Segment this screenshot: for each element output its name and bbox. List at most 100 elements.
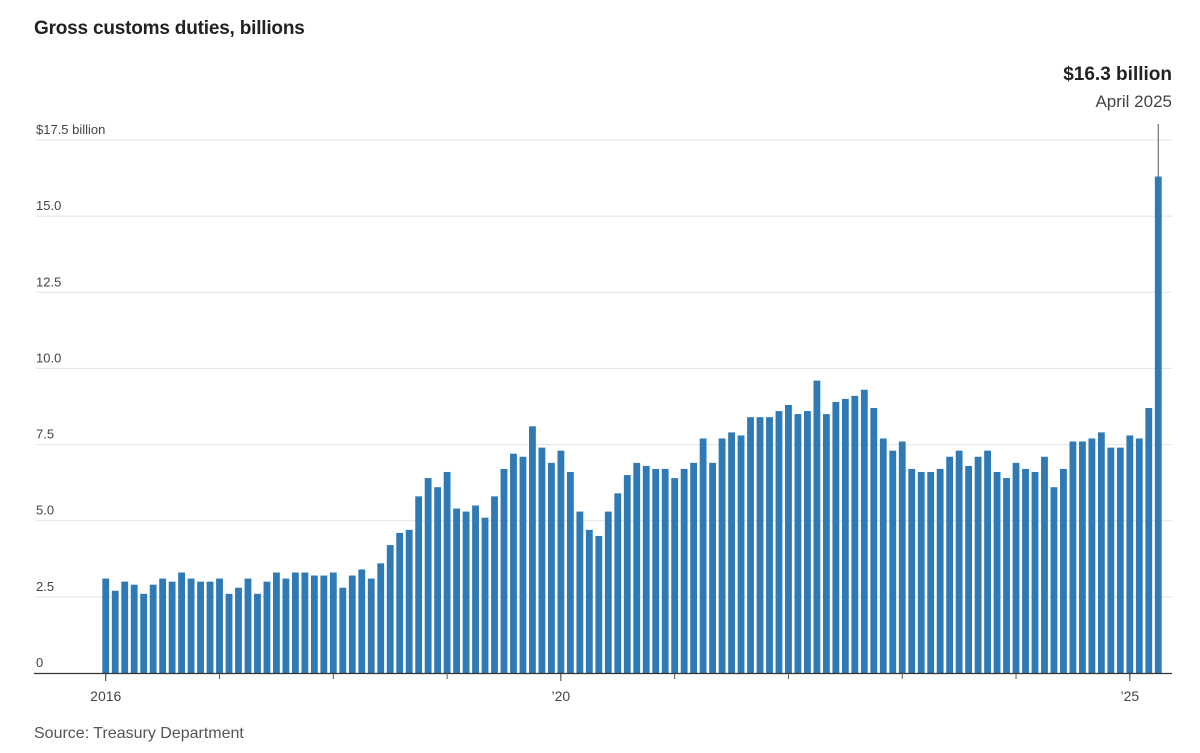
bar <box>197 581 204 673</box>
bar <box>301 572 309 673</box>
bar <box>386 545 394 673</box>
bar <box>728 432 735 673</box>
bar <box>453 508 460 673</box>
bar <box>993 471 1001 673</box>
bar <box>804 411 811 673</box>
y-tick-label: 12.5 <box>36 274 61 289</box>
bar <box>984 450 991 673</box>
x-axis: 2016 ’20 ’25 <box>34 672 1172 704</box>
bar <box>566 471 574 673</box>
x-tick-label: ’25 <box>1120 688 1139 704</box>
bar <box>291 572 299 673</box>
bar <box>1107 447 1115 673</box>
bar <box>766 417 773 673</box>
bar <box>747 417 754 673</box>
bar <box>699 438 707 673</box>
bar <box>1022 468 1029 673</box>
bar <box>225 593 233 673</box>
bar <box>851 395 859 673</box>
bar <box>149 584 157 673</box>
bar <box>348 575 356 673</box>
bar <box>879 438 887 673</box>
bar <box>604 511 612 673</box>
chart-title: Gross customs duties, billions <box>34 18 305 39</box>
annotation-value: $16.3 billion <box>1063 64 1172 85</box>
bar <box>168 581 176 673</box>
bar <box>680 468 688 673</box>
bar <box>661 468 669 673</box>
bar <box>367 578 375 673</box>
y-tick-label: 15.0 <box>36 198 61 213</box>
bar <box>235 587 242 673</box>
bar <box>671 478 679 673</box>
bar <box>216 578 223 673</box>
bar <box>1012 462 1020 673</box>
bar <box>936 468 944 673</box>
bar <box>396 532 404 673</box>
bar <box>775 411 783 673</box>
annotation: $16.3 billion April 2025 <box>1063 64 1172 177</box>
bar <box>955 450 963 673</box>
gridlines <box>36 139 1172 598</box>
bar <box>595 535 603 673</box>
bar <box>642 465 650 673</box>
y-tick-label: 0 <box>36 655 43 670</box>
bar <box>1097 432 1105 673</box>
bar <box>121 581 129 673</box>
bar <box>102 578 110 673</box>
bar <box>908 468 916 673</box>
bar <box>1088 438 1096 673</box>
bar <box>1031 471 1039 673</box>
bar <box>1154 176 1162 673</box>
bar <box>377 563 385 673</box>
bar <box>358 569 366 673</box>
bar <box>1060 468 1067 673</box>
bar <box>254 593 261 673</box>
bar <box>1050 487 1058 673</box>
bar <box>822 414 830 673</box>
bar <box>415 496 423 673</box>
bar <box>1135 438 1143 673</box>
bar <box>187 578 195 673</box>
bar <box>557 450 565 673</box>
bar <box>206 581 214 673</box>
bar <box>690 462 698 673</box>
bar <box>709 462 717 673</box>
bar <box>965 465 973 673</box>
bar <box>329 572 337 673</box>
bar <box>917 471 925 673</box>
bar <box>633 462 641 673</box>
bar <box>510 453 517 673</box>
bar <box>576 511 584 673</box>
bar <box>491 496 498 673</box>
bar <box>424 478 432 673</box>
bar <box>547 462 555 673</box>
bar <box>244 578 252 673</box>
bar <box>898 441 906 673</box>
bar <box>178 572 186 673</box>
bar <box>443 471 451 673</box>
y-tick-label: $17.5 billion <box>36 122 105 137</box>
bar <box>500 468 508 673</box>
source-note: Source: Treasury Department <box>34 725 244 742</box>
x-tick-label: 2016 <box>90 688 121 704</box>
bar <box>1126 435 1134 673</box>
bar <box>623 475 631 673</box>
bar <box>1116 447 1124 673</box>
bar <box>1078 441 1086 673</box>
bar <box>405 529 413 673</box>
bar <box>282 578 290 673</box>
bar <box>273 572 280 673</box>
bar <box>813 380 821 673</box>
bar <box>737 435 745 673</box>
bar <box>585 529 593 673</box>
bar <box>860 389 868 673</box>
bar <box>1041 456 1048 673</box>
bar <box>794 414 802 673</box>
bar <box>434 487 442 673</box>
bar <box>1069 441 1077 673</box>
bar <box>1003 478 1010 673</box>
bar <box>538 447 546 673</box>
annotation-label: April 2025 <box>1095 92 1172 111</box>
